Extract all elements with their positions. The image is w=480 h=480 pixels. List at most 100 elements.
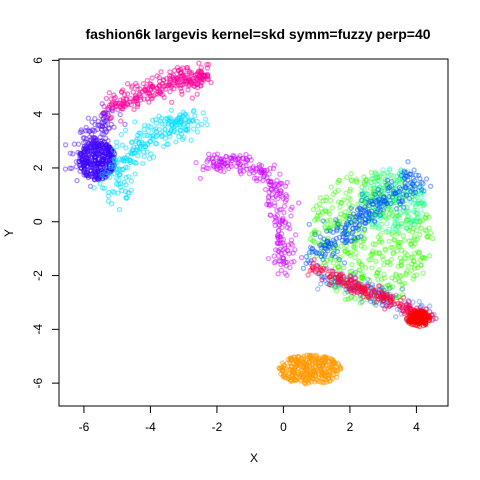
data-point (328, 240, 334, 247)
data-point (423, 228, 429, 234)
data-point (387, 201, 393, 207)
data-point (421, 202, 427, 208)
data-point (332, 242, 339, 248)
data-point (342, 248, 348, 255)
data-point (347, 188, 353, 195)
data-point (396, 195, 402, 202)
data-point (277, 217, 283, 224)
data-point (134, 103, 141, 110)
data-point (361, 179, 367, 186)
data-point (412, 193, 418, 199)
data-point (408, 217, 414, 224)
data-point (381, 187, 387, 194)
data-point (103, 169, 110, 176)
data-point (142, 143, 149, 150)
data-point (350, 229, 356, 235)
data-point (115, 107, 121, 113)
data-point (385, 188, 391, 194)
data-point (371, 299, 377, 306)
data-point (385, 172, 392, 179)
data-point (382, 176, 388, 183)
data-point (173, 129, 180, 136)
data-point (179, 91, 185, 97)
data-point (91, 140, 98, 147)
data-point (372, 191, 378, 198)
data-point (367, 215, 373, 222)
data-point (417, 200, 423, 207)
data-point (409, 218, 416, 224)
point-cluster-8 (300, 158, 434, 271)
data-point (312, 229, 319, 236)
data-point (194, 91, 200, 97)
data-point (124, 80, 131, 87)
data-point (363, 211, 369, 218)
data-point (321, 242, 327, 249)
data-point (200, 166, 206, 173)
data-point (319, 243, 325, 249)
data-point (338, 224, 344, 230)
data-point (279, 193, 285, 200)
data-point (123, 174, 129, 181)
data-point (248, 168, 255, 174)
data-point (331, 360, 337, 367)
data-point (357, 217, 364, 223)
data-point (367, 210, 374, 217)
data-point (378, 188, 384, 195)
data-point (77, 129, 84, 136)
data-point (133, 160, 139, 166)
data-point (313, 252, 320, 259)
data-point (277, 190, 283, 197)
data-point (363, 200, 369, 206)
data-point (411, 209, 417, 215)
data-point (427, 183, 434, 190)
data-point (383, 200, 390, 207)
data-point (367, 186, 374, 192)
data-point (398, 185, 405, 192)
data-point (324, 238, 330, 245)
data-point (375, 174, 381, 181)
data-point (368, 179, 374, 186)
data-point (399, 221, 405, 227)
data-point (379, 182, 385, 188)
data-point (305, 272, 311, 278)
data-point (261, 173, 267, 180)
data-point (159, 91, 166, 98)
data-point (401, 204, 407, 211)
data-point (85, 115, 92, 121)
data-point (411, 207, 417, 214)
data-point (117, 171, 123, 178)
data-point (128, 102, 135, 108)
data-point (158, 69, 164, 75)
data-point (132, 95, 139, 102)
data-point (363, 199, 369, 205)
data-point (277, 171, 283, 177)
data-point (95, 150, 102, 157)
data-point (391, 237, 398, 243)
data-point (362, 207, 369, 213)
data-point (356, 222, 362, 229)
data-point (396, 189, 402, 195)
data-point (282, 219, 288, 225)
data-point (316, 359, 322, 366)
data-point (102, 118, 108, 125)
data-point (338, 211, 344, 217)
data-point (171, 67, 178, 74)
data-point (347, 213, 353, 220)
data-point (400, 294, 407, 301)
data-point (399, 179, 405, 186)
data-point (397, 201, 403, 208)
data-point (237, 169, 243, 175)
data-point (317, 234, 323, 240)
data-point (268, 185, 274, 192)
data-point (410, 225, 416, 232)
data-point (108, 164, 114, 171)
data-point (415, 200, 421, 206)
data-point (356, 258, 362, 264)
data-point (97, 141, 104, 147)
data-point (104, 118, 111, 124)
data-point (345, 221, 352, 228)
data-point (392, 226, 399, 232)
data-point (371, 182, 377, 188)
data-point (288, 206, 294, 213)
data-point (331, 250, 337, 257)
